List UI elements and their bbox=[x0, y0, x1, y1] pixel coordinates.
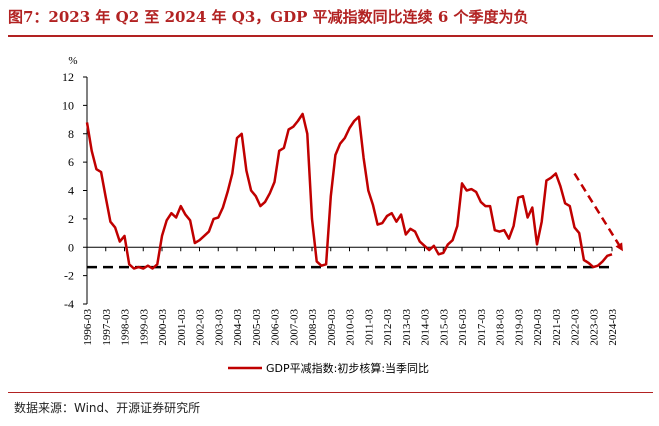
y-axis-unit: % bbox=[68, 55, 77, 67]
x-tick-label: 2006-03 bbox=[270, 309, 282, 346]
source-divider bbox=[8, 392, 653, 393]
y-tick-label: -2 bbox=[64, 269, 74, 283]
x-tick-label: 2016-03 bbox=[457, 309, 469, 346]
x-tick-label: 2008-03 bbox=[307, 309, 319, 346]
line-chart: % -4 -2 0 2 4 6 8 10 12 1996-03 1997-03 1998-03 1999-… bbox=[62, 55, 623, 375]
x-tick-label: 2022-03 bbox=[570, 309, 582, 346]
x-tick-label: 2021-03 bbox=[551, 309, 563, 346]
x-tick-label: 2003-03 bbox=[213, 309, 225, 346]
x-tick-label: 2017-03 bbox=[476, 309, 488, 346]
x-tick-label: 2010-03 bbox=[345, 309, 357, 346]
y-tick-label: 4 bbox=[68, 184, 74, 198]
x-tick-label: 2014-03 bbox=[420, 309, 432, 346]
trend-arrow bbox=[573, 172, 623, 252]
x-tick-label: 2012-03 bbox=[382, 309, 394, 346]
x-tick-label: 2000-03 bbox=[157, 309, 169, 346]
y-tick-label: 6 bbox=[68, 155, 74, 169]
y-tick-label: 8 bbox=[68, 127, 74, 141]
x-tick-label: 2023-03 bbox=[588, 309, 600, 346]
chart-legend: GDP平减指数:初步核算:当季同比 bbox=[228, 361, 429, 375]
source-note: 数据来源：Wind、开源证券研究所 bbox=[14, 401, 201, 415]
x-tick-label: 1996-03 bbox=[82, 309, 94, 346]
x-tick-label: 2018-03 bbox=[495, 309, 507, 346]
x-tick-label: 1997-03 bbox=[101, 309, 113, 346]
y-tick-label: 2 bbox=[68, 212, 74, 226]
title-divider bbox=[8, 35, 653, 37]
x-tick-label: 1998-03 bbox=[120, 309, 132, 346]
x-tick-label: 2001-03 bbox=[176, 309, 188, 346]
x-tick-label: 2004-03 bbox=[232, 309, 244, 346]
chart-axes: % -4 -2 0 2 4 6 8 10 12 1996-03 1997-03 1998-03 1999-… bbox=[62, 55, 619, 346]
y-tick-label: -4 bbox=[64, 297, 74, 311]
x-tick-label: 2005-03 bbox=[251, 309, 263, 346]
x-tick-label: 2011-03 bbox=[363, 309, 375, 346]
x-tick-label: 2002-03 bbox=[195, 309, 207, 346]
legend-label: GDP平减指数:初步核算:当季同比 bbox=[266, 361, 429, 375]
x-tick-label: 2009-03 bbox=[326, 309, 338, 346]
x-tick-label: 1999-03 bbox=[138, 309, 150, 346]
series-line bbox=[85, 112, 613, 270]
x-tick-label: 2007-03 bbox=[288, 309, 300, 346]
x-tick-label: 2020-03 bbox=[532, 309, 544, 346]
y-tick-label: 12 bbox=[62, 70, 74, 84]
x-tick-label: 2013-03 bbox=[401, 309, 413, 346]
x-tick-label: 2019-03 bbox=[513, 309, 525, 346]
x-tick-label: 2024-03 bbox=[607, 309, 619, 346]
figure-title: 图7：2023 年 Q2 至 2024 年 Q3，GDP 平减指数同比连续 6 … bbox=[8, 8, 529, 26]
y-tick-label: 10 bbox=[62, 98, 74, 112]
y-tick-label: 0 bbox=[68, 240, 74, 254]
x-tick-label: 2015-03 bbox=[438, 309, 450, 346]
series-layer bbox=[85, 112, 623, 270]
